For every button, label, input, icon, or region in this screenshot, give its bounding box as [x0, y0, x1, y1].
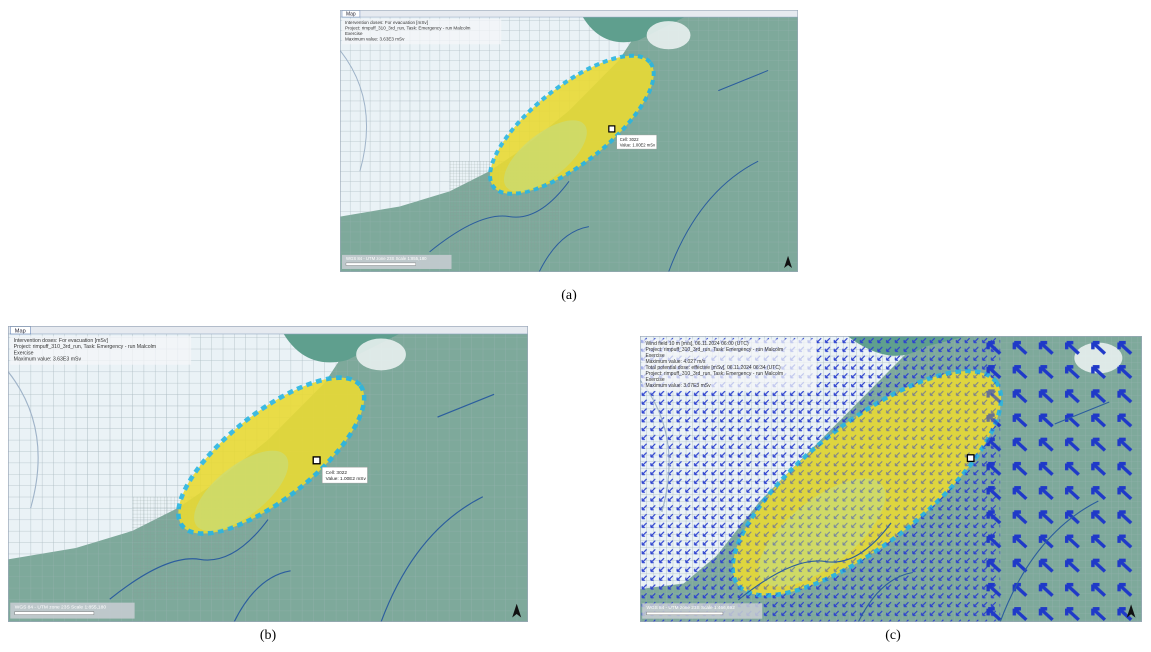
- scale-bar: [647, 612, 723, 615]
- cell-marker: [967, 455, 974, 462]
- legend-line: Intervention doses: For evacuation [mSv]: [14, 338, 109, 344]
- caption: (a): [561, 288, 577, 304]
- legend-line: Project: rimpuff_310_3rd_run, Task: Emer…: [345, 26, 471, 31]
- scale-bar-label: WGS 84 - UTM zone 23S Scale 1:855,180: [15, 604, 107, 610]
- map: Map Intervention doses: For evacuation [m…: [340, 10, 798, 272]
- tab-bar: [8, 326, 528, 334]
- map-panel: Map Intervention doses: For evacuation [m…: [340, 10, 798, 272]
- legend-line: Project: rimpuff_310_3rd_run, Task: Emer…: [645, 347, 783, 353]
- legend-line: Project: rimpuff_310_3rd_run, Task: Emer…: [645, 371, 783, 377]
- caption: (c): [885, 628, 901, 644]
- legend-line: Intervention doses: For evacuation [mSv]: [345, 20, 428, 25]
- legend-line: Exercise: [345, 31, 363, 36]
- map: Map Intervention doses: For evacuation [m…: [8, 326, 528, 622]
- scale-bar: [15, 612, 94, 615]
- cell-value: Value: 1.00E2 mSv: [326, 476, 367, 482]
- legend-line: Exercise: [14, 350, 34, 356]
- map: Wind field 10 m [m/s], 06.11.2024 06:00 …: [640, 336, 1142, 622]
- tab-label: Map: [346, 12, 356, 18]
- tab-bar: [340, 10, 798, 17]
- scale-bar-label: WGS 84 - UTM zone 23S Scale 1:466,692: [647, 605, 736, 610]
- legend-line: Maximum value: 3.07E3 mSv: [645, 383, 711, 389]
- cell-id: Cell: 3022: [620, 137, 639, 142]
- caption: (b): [260, 628, 276, 644]
- legend-line: Maximum value: 3.63E3 mSv: [14, 357, 82, 363]
- map-panel: Wind field 10 m [m/s], 06.11.2024 06:00 …: [640, 336, 1142, 622]
- cell-marker: [313, 457, 320, 464]
- scale-bar: [346, 263, 416, 266]
- tab-label: Map: [15, 328, 26, 334]
- cell-marker: [609, 126, 615, 132]
- figure: {"panels": [ {"tab": "Map", "legend": ["…: [0, 0, 1151, 652]
- cell-value: Value: 1.00E2 mSv: [620, 143, 656, 148]
- legend-line: Project: rimpuff_310_3rd_run, Task: Emer…: [14, 344, 156, 350]
- scale-bar-label: WGS 84 - UTM zone 23S Scale 1:855,180: [346, 256, 427, 261]
- legend-line: Maximum value: 3.63E3 mSv: [345, 37, 405, 42]
- map-panel: Map Intervention doses: For evacuation [m…: [8, 326, 528, 622]
- cell-id: Cell: 3022: [326, 470, 348, 476]
